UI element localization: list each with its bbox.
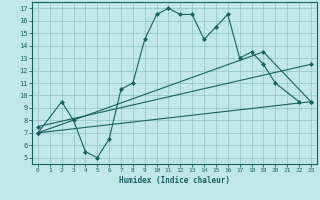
X-axis label: Humidex (Indice chaleur): Humidex (Indice chaleur) — [119, 176, 230, 185]
